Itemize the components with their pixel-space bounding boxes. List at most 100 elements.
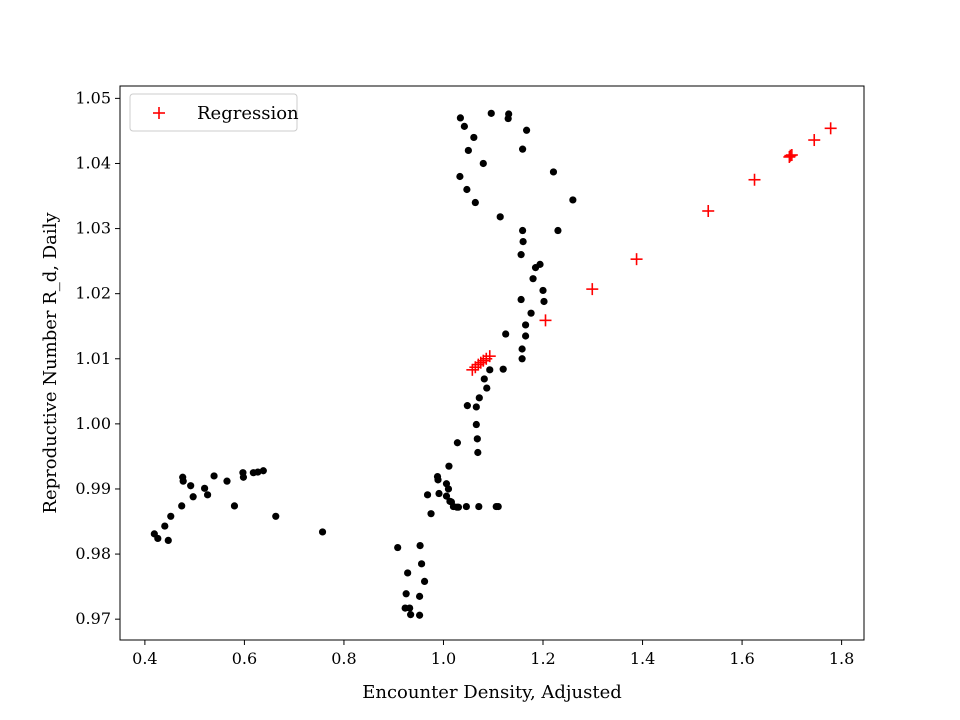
data-point: [259, 467, 267, 475]
data-point: [473, 435, 481, 443]
legend-plus-marker: [153, 107, 165, 119]
data-point: [435, 489, 443, 498]
data-point: [480, 375, 488, 383]
data-point: [539, 286, 547, 295]
data-point: [519, 226, 527, 235]
data-point: [187, 482, 195, 490]
data-point: [203, 491, 212, 499]
data-point: [463, 185, 471, 194]
legend-box: [129, 93, 298, 132]
data-point: [434, 476, 442, 484]
data-point: [475, 394, 483, 402]
data-point: [462, 502, 470, 511]
x-axis-label: Encounter Density, Adjusted: [362, 682, 622, 703]
x-tick-label: 1.2: [530, 649, 555, 668]
x-tick-label: 1.0: [431, 649, 456, 668]
legend-label-regression: Regression: [197, 103, 299, 124]
data-point: [494, 502, 502, 511]
data-point: [502, 330, 510, 338]
x-tick-label: 1.4: [630, 649, 655, 668]
y-tick-label: 0.98: [75, 544, 111, 563]
data-point: [210, 472, 218, 480]
data-point: [318, 528, 327, 536]
data-point: [456, 114, 464, 122]
data-point: [463, 402, 471, 410]
regression-point: [483, 350, 496, 363]
y-tick-label: 0.97: [75, 609, 111, 628]
regression-point: [824, 122, 837, 135]
data-point: [470, 133, 478, 142]
data-point: [415, 611, 424, 619]
data-point: [272, 512, 280, 520]
x-tick-label: 0.4: [132, 649, 157, 668]
data-point: [445, 462, 453, 470]
data-point: [472, 403, 480, 411]
data-point: [479, 159, 487, 168]
data-point: [471, 198, 479, 207]
data-point: [178, 502, 186, 510]
data-point: [569, 196, 577, 204]
data-point: [442, 492, 451, 500]
x-tick-label: 0.8: [331, 649, 356, 668]
regression-point: [466, 363, 479, 376]
y-tick-label: 0.99: [75, 479, 111, 498]
data-point: [519, 237, 527, 246]
data-point: [518, 345, 526, 353]
data-point: [483, 384, 491, 392]
regression-point: [586, 283, 599, 296]
data-point: [407, 611, 415, 619]
data-point: [499, 365, 507, 373]
data-point: [164, 536, 172, 544]
regression-points: [466, 122, 837, 376]
data-point: [427, 510, 435, 518]
data-point: [161, 522, 169, 530]
y-tick-label: 1.00: [75, 414, 111, 433]
data-point: [517, 295, 525, 304]
data-point: [460, 122, 468, 130]
data-point: [486, 366, 494, 374]
regression-point: [808, 134, 821, 147]
data-point: [230, 502, 239, 510]
data-point: [453, 439, 462, 447]
data-point: [472, 420, 480, 429]
plot-area: [119, 85, 865, 641]
data-point: [406, 604, 414, 612]
data-point: [474, 448, 482, 457]
data-point: [519, 145, 527, 153]
data-point: [416, 542, 424, 550]
data-point: [239, 473, 248, 481]
data-point: [496, 213, 504, 221]
data-point: [518, 355, 526, 363]
data-point: [487, 109, 495, 117]
regression-point: [702, 204, 715, 217]
data-point: [201, 484, 209, 492]
data-point: [522, 126, 531, 134]
observed-points: [150, 109, 577, 619]
data-point: [420, 577, 429, 586]
y-tick-label: 1.01: [75, 349, 111, 368]
data-point: [423, 491, 432, 499]
data-point: [527, 309, 535, 317]
data-point: [444, 485, 453, 493]
data-point: [223, 477, 231, 485]
data-point: [417, 560, 426, 568]
data-point: [505, 110, 513, 118]
data-point: [189, 493, 197, 501]
data-point: [254, 468, 262, 476]
data-point: [456, 172, 464, 181]
data-point: [549, 168, 558, 176]
regression-point: [477, 354, 490, 367]
data-point: [167, 512, 175, 520]
regression-point: [783, 150, 796, 163]
x-tick-label: 0.6: [232, 649, 257, 668]
data-point: [464, 146, 472, 155]
y-tick-label: 1.02: [75, 284, 111, 303]
data-point: [475, 502, 483, 511]
y-tick-label: 1.05: [75, 88, 111, 107]
regression-point: [630, 253, 643, 266]
y-tick-label: 1.03: [75, 219, 111, 238]
x-tick-label: 1.8: [829, 649, 854, 668]
data-point: [536, 260, 544, 268]
data-point: [394, 543, 402, 552]
